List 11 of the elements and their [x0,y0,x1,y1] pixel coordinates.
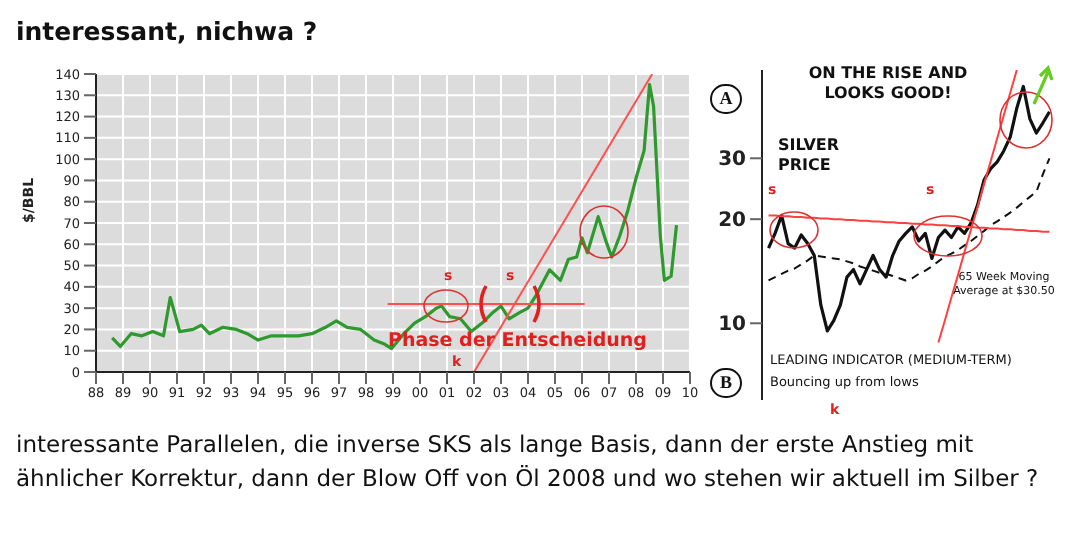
chart-title: interessant, nichwa ? [16,16,318,46]
text: B [710,368,742,399]
y-tick-label: 30 [718,149,747,172]
chart-title: ON THE RISE AND LOOKS GOOD! [806,64,970,104]
text: A [710,84,742,115]
text: interessante Parallelen, die inverse SKS als lange Basis, dann der erste Anstieg mit ähnlicher Korrektur, dann der Blow Off von Öl 2008 und wo stehen wir aktuell im Silber ? [16,428,1041,495]
line-series [766,84,1052,333]
y-tick-label: 20 [718,210,747,233]
text: SILVER PRICE [778,136,842,176]
y-tick-label: 10 [718,314,747,337]
line-series [110,83,679,351]
